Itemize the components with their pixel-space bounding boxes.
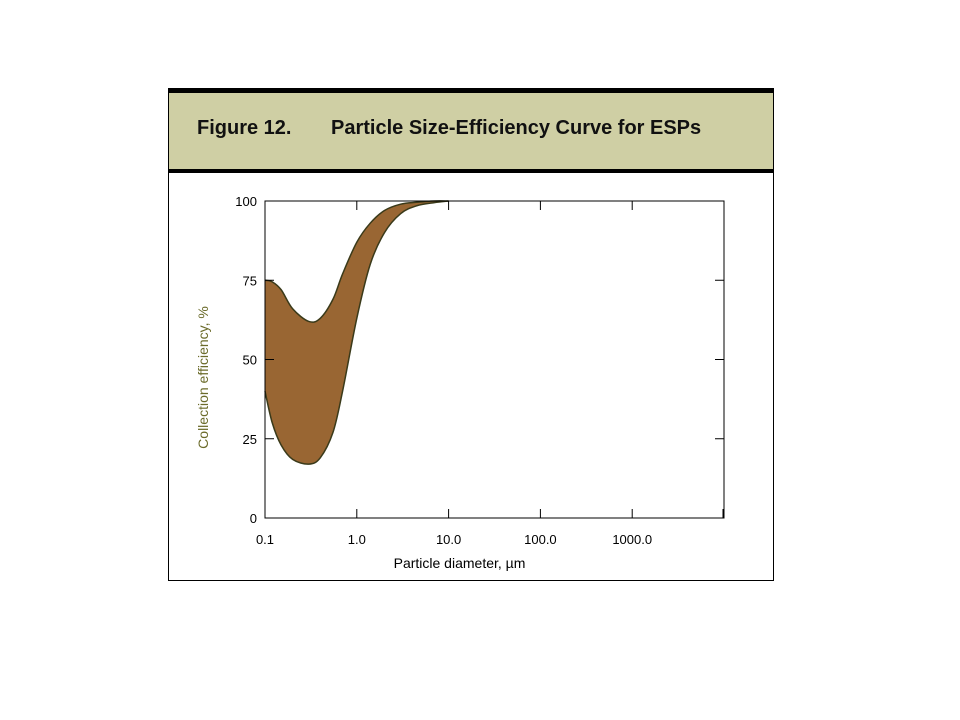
y-tick-label: 75: [243, 273, 257, 288]
upper-bound-line: [264, 200, 449, 323]
x-axis-label: Particle diameter, µm: [394, 555, 526, 571]
band-layer: [264, 200, 449, 465]
x-tick-label: 1000.0: [612, 532, 652, 547]
tick-layer: 0 25 50 75 100 0.1 1.0 10.0 100.0 1000.0: [235, 194, 724, 547]
efficiency-band: [265, 200, 449, 465]
figure-header: Figure 12. Particle Size-Efficiency Curv…: [169, 89, 773, 173]
x-tick-label: 100.0: [524, 532, 557, 547]
figure-title: Particle Size-Efficiency Curve for ESPs: [331, 117, 702, 139]
y-axis-label: Collection efficiency, %: [195, 306, 211, 449]
x-tick-label: 10.0: [436, 532, 461, 547]
lower-bound-line: [264, 200, 449, 465]
y-tick-label: 0: [250, 511, 257, 526]
figure-label: Figure 12.: [197, 117, 292, 139]
y-tick-label: 25: [243, 432, 257, 447]
x-tick-label: 0.1: [256, 532, 274, 547]
y-tick-label: 100: [235, 194, 257, 209]
y-tick-label: 50: [243, 353, 257, 368]
x-tick-label: 1.0: [348, 532, 366, 547]
